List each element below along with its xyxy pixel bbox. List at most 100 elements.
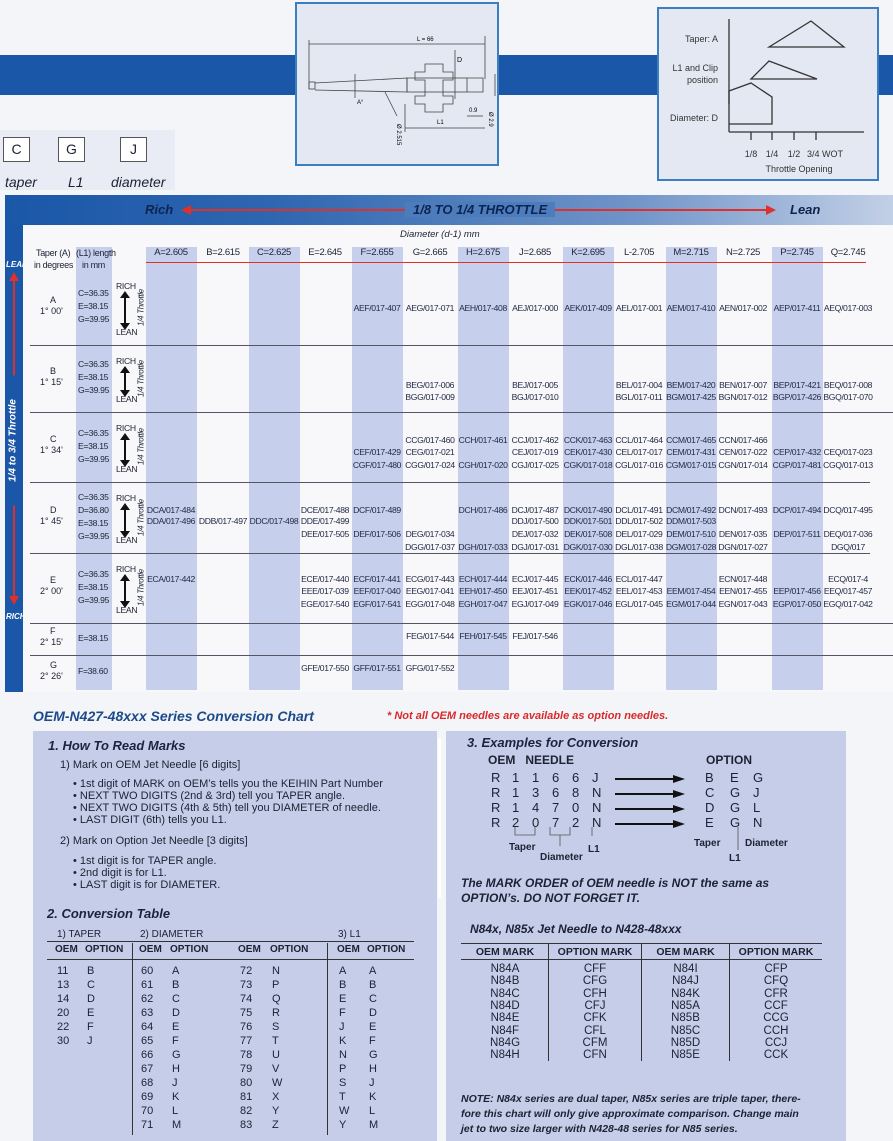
needle-code: AEM/017-410	[666, 303, 716, 313]
divider	[327, 943, 328, 1135]
column-header: L-2.705	[623, 247, 655, 258]
n84-cell: N84K	[671, 987, 700, 1000]
taper-shape	[766, 20, 846, 48]
column-header: Q=2.745	[830, 247, 866, 258]
oem-bullet: • 1st digit of MARK on OEM’s tells you t…	[73, 778, 383, 790]
option-digit: G	[753, 770, 764, 785]
oem-code: P	[339, 1063, 347, 1075]
lean-label: LEAN	[116, 394, 138, 404]
oem-code: 60	[141, 965, 154, 977]
row-divider	[30, 623, 893, 624]
needle-code: ECK/017-446	[564, 574, 612, 584]
n84-cell: N85C	[670, 1024, 701, 1037]
taper-degrees: 2° 00'	[40, 586, 63, 596]
rich-lean-arrow-icon	[124, 506, 126, 533]
needle-code: DDK/017-501	[563, 516, 613, 526]
needle-code: DCA/017-484	[146, 505, 196, 515]
mark-label-l1: L1	[68, 174, 84, 190]
needle-code: EEQ/017-457	[823, 586, 873, 596]
needle-code: BEQ/017-008	[823, 380, 873, 390]
needle-code: DDB/017-497	[198, 516, 248, 526]
needle-code: DGG/017-037	[405, 542, 455, 552]
option-column-header: OPTION	[367, 944, 406, 955]
column-header: H=2.675	[465, 247, 501, 258]
divider	[729, 943, 730, 1061]
n84-cell: CFN	[583, 1049, 607, 1062]
taper-letter: D	[50, 504, 57, 515]
divider	[47, 941, 414, 942]
option-digit: J	[753, 785, 760, 800]
needle-code: CCH/017-461	[458, 435, 508, 445]
oem-code: W	[339, 1105, 350, 1117]
needle-code: BEG/017-006	[405, 380, 455, 390]
needle-code: DGL/017-038	[615, 542, 663, 552]
arrow-right-icon	[673, 775, 685, 783]
needle-code: EGQ/017-042	[823, 599, 873, 609]
rich-lean-arrow-icon	[124, 294, 126, 325]
needle-code: ECA/017-442	[147, 574, 195, 584]
needle-code: ECJ/017-445	[511, 574, 559, 584]
taper-degrees: 1° 15'	[40, 376, 63, 387]
l1-length: D=36.80	[78, 504, 109, 515]
option-code: A	[369, 965, 377, 977]
needle-code: CCJ/017-462	[511, 435, 559, 445]
l1-length: G=39.95	[78, 385, 110, 395]
l1-length: E=38.15	[78, 301, 109, 311]
oem-digit: R	[491, 815, 501, 830]
conversion-title: OEM-N427-48xxx Series Conversion Chart	[33, 708, 314, 724]
lean-label: LEAN	[116, 327, 138, 337]
conversion-table-heading: 2. Conversion Table	[47, 906, 171, 921]
needle-code: AEJ/017-000	[512, 303, 558, 313]
oem-code: 75	[240, 1007, 253, 1019]
needle-code: FEH/017-545	[459, 631, 507, 641]
warning-line-2: OPTION’s. DO NOT FORGET IT.	[461, 891, 640, 905]
needle-code: EEP/017-456	[773, 586, 821, 596]
option-digit: B	[705, 770, 714, 785]
option-code: M	[369, 1119, 379, 1131]
oem-code: 81	[240, 1091, 253, 1103]
arrow-down-icon	[9, 596, 19, 605]
needle-code: EEL/017-453	[615, 586, 663, 596]
divider	[641, 943, 642, 1061]
n84-column-header: OPTION MARK	[557, 946, 633, 958]
n84-cell: CCH	[763, 1024, 789, 1037]
option-code: E	[172, 1021, 180, 1033]
taper-letter: B	[50, 365, 57, 376]
oem-code: 30	[57, 1035, 70, 1047]
oem-code: 11	[57, 965, 69, 977]
oem-code: 20	[57, 1007, 70, 1019]
column-header: B=2.615	[206, 247, 240, 258]
oem-taper-label: Taper	[509, 842, 536, 853]
option-digit: D	[705, 800, 715, 815]
needle-code: FEJ/017-546	[512, 631, 558, 641]
needle-code: DDE/017-499	[300, 516, 350, 526]
needle-drawing: L = 66 D A° L1 0.9 Ø 2.515 Ø 2.9	[308, 36, 496, 146]
diameter-1-label: Ø 2.515	[395, 124, 401, 146]
oem-code: E	[339, 993, 347, 1005]
oem-digit: N	[592, 800, 602, 815]
rich-label: RICH	[116, 493, 136, 503]
taper-degrees: 1° 45'	[40, 515, 63, 526]
rich-lean-arrow-icon	[124, 436, 126, 462]
needle-code: DDM/017-503	[666, 516, 716, 526]
oem-digit: 3	[532, 785, 540, 800]
oem-code: 70	[141, 1105, 154, 1117]
n84-cell: N84H	[490, 1049, 520, 1062]
oem-digit: N	[592, 785, 602, 800]
needle-code: DGJ/017-031	[511, 542, 559, 552]
oem-digit: J	[592, 770, 599, 785]
needle-code: EGK/017-046	[563, 599, 613, 609]
option-code: E	[369, 1021, 377, 1033]
arrow-up-icon	[120, 503, 130, 510]
diameter-shape	[728, 82, 773, 125]
needle-code: DGM/017-028	[665, 542, 717, 552]
needle-code: DCQ/017-495	[823, 505, 873, 515]
oem-digit: 2	[572, 815, 580, 830]
option-code: L	[172, 1105, 179, 1117]
needle-code: EGP/017-050	[772, 599, 822, 609]
availability-note: * Not all OEM needles are available as o…	[387, 710, 669, 722]
l1-length: C=36.35	[78, 288, 109, 298]
examples-panel	[446, 731, 846, 1141]
oem-digit: 1	[512, 800, 520, 815]
option-column-header: OPTION	[85, 944, 124, 955]
